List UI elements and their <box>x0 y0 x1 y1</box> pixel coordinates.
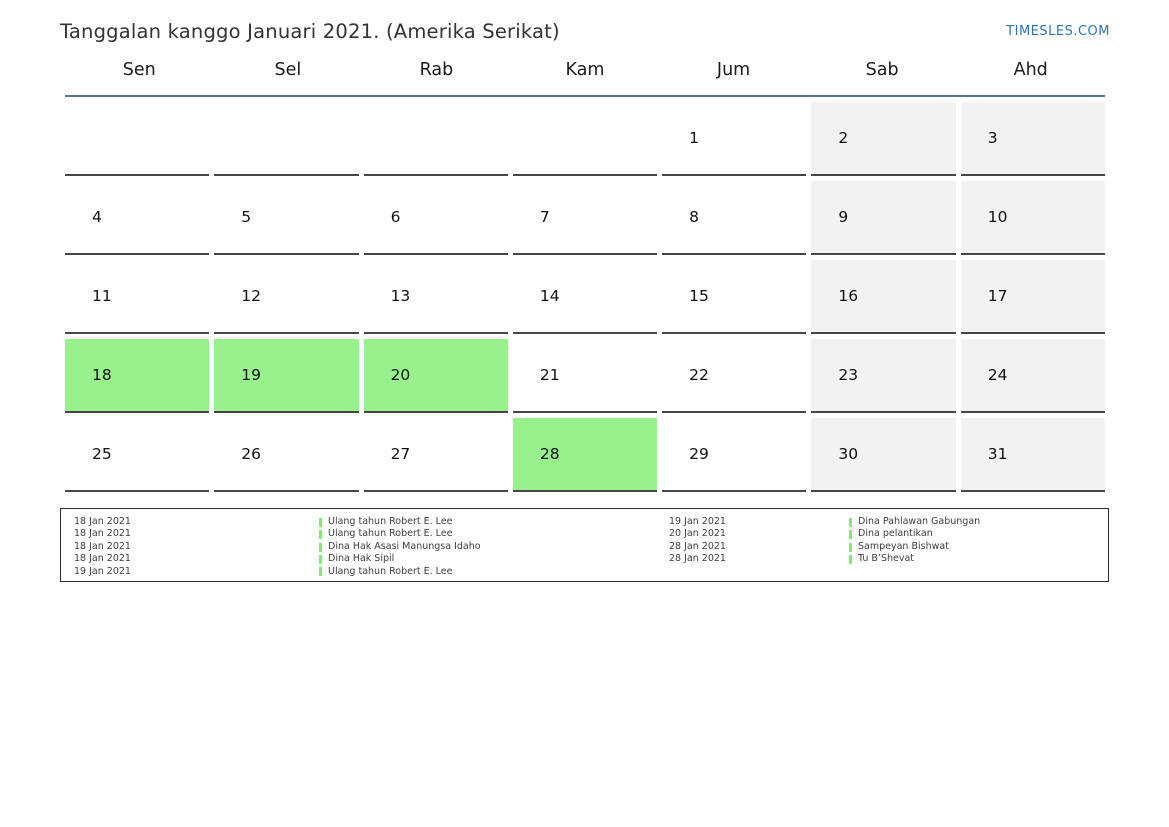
legend-left-column: 18 Jan 2021 Ulang tahun Robert E. Lee 18… <box>74 516 669 578</box>
day-cell-22: 22 <box>662 339 807 413</box>
weekday-sen: Sen <box>122 60 156 80</box>
empty-cell <box>65 102 210 176</box>
event-label-wrap: Tu B’Shevat <box>849 553 914 565</box>
legend-entry: 18 Jan 2021 Dina Hak Sipil <box>74 553 669 565</box>
day-cell-13: 13 <box>363 260 508 334</box>
event-marker-icon <box>849 530 852 540</box>
event-marker-icon <box>319 517 322 527</box>
day-cell-8: 8 <box>662 181 807 255</box>
day-cell-2: 2 <box>811 102 956 176</box>
event-date: 28 Jan 2021 <box>669 553 726 565</box>
day-cell-7: 7 <box>512 181 658 255</box>
day-cell-18-highlighted: 18 <box>65 339 210 413</box>
event-date: 20 Jan 2021 <box>669 528 726 540</box>
weekday-sel: Sel <box>274 60 302 80</box>
day-cell-24: 24 <box>960 339 1105 413</box>
site-link[interactable]: TIMESLES.COM <box>1006 24 1110 39</box>
day-cell-26: 26 <box>214 418 359 492</box>
legend-entry: 28 Jan 2021 Tu B’Shevat <box>669 553 1098 565</box>
legend-entry: 28 Jan 2021 Sampeyan Bishwat <box>669 541 1098 553</box>
day-cell-16: 16 <box>811 260 956 334</box>
day-cell-30: 30 <box>811 418 956 492</box>
event-label: Tu B’Shevat <box>858 553 915 565</box>
event-date: 18 Jan 2021 <box>74 528 131 540</box>
event-date: 28 Jan 2021 <box>669 540 726 552</box>
weekday-kam: Kam <box>565 60 605 80</box>
event-label: Dina Hak Sipil <box>328 553 395 565</box>
event-date: 18 Jan 2021 <box>74 553 131 565</box>
legend-entry: 19 Jan 2021 Dina Pahlawan Gabungan <box>669 516 1098 528</box>
day-cell-5: 5 <box>214 181 359 255</box>
event-label: Dina Hak Asasi Manungsa Idaho <box>328 540 481 552</box>
header: Tanggalan kanggo Januari 2021. (Amerika … <box>0 0 1169 43</box>
event-marker-icon <box>849 554 852 564</box>
day-cell-17: 17 <box>960 260 1105 334</box>
event-marker-icon <box>319 567 322 577</box>
weekday-header-row: Sen Sel Rab Kam Jum Sab Ahd <box>65 43 1105 97</box>
event-marker-icon <box>319 542 322 552</box>
day-cell-20-highlighted: 20 <box>363 339 508 413</box>
event-label: Sampeyan Bishwat <box>858 540 949 552</box>
day-cell-31: 31 <box>960 418 1105 492</box>
day-cell-23: 23 <box>811 339 956 413</box>
event-label-wrap: Sampeyan Bishwat <box>849 541 949 553</box>
day-cell-25: 25 <box>65 418 210 492</box>
event-label-wrap: Dina Pahlawan Gabungan <box>849 516 980 528</box>
weekday-sab: Sab <box>865 60 899 80</box>
event-date: 18 Jan 2021 <box>74 516 131 527</box>
event-label-wrap: Dina pelantikan <box>849 528 933 540</box>
day-cell-12: 12 <box>214 260 359 334</box>
event-date: 19 Jan 2021 <box>74 565 131 577</box>
event-label-wrap: Ulang tahun Robert E. Lee <box>319 516 452 528</box>
day-grid: 1 2 3 4 5 6 7 8 9 10 11 12 13 14 15 16 1… <box>65 102 1105 492</box>
event-label-wrap: Ulang tahun Robert E. Lee <box>319 528 452 540</box>
legend-entry: 19 Jan 2021 Ulang tahun Robert E. Lee <box>74 566 669 578</box>
day-cell-6: 6 <box>363 181 508 255</box>
event-label-wrap: Ulang tahun Robert E. Lee <box>319 566 452 578</box>
weekday-ahd: Ahd <box>1013 60 1048 80</box>
day-cell-3: 3 <box>960 102 1105 176</box>
empty-cell <box>214 102 359 176</box>
day-cell-9: 9 <box>811 181 956 255</box>
legend-entry: 20 Jan 2021 Dina pelantikan <box>669 528 1098 540</box>
legend-entry: 18 Jan 2021 Ulang tahun Robert E. Lee <box>74 516 669 528</box>
event-date: 18 Jan 2021 <box>74 540 131 552</box>
event-label: Dina Pahlawan Gabungan <box>858 516 981 527</box>
event-label: Dina pelantikan <box>858 528 933 540</box>
legend-entry: 18 Jan 2021 Ulang tahun Robert E. Lee <box>74 528 669 540</box>
day-cell-28-highlighted: 28 <box>512 418 658 492</box>
day-cell-19-highlighted: 19 <box>214 339 359 413</box>
weekday-rab: Rab <box>419 60 454 80</box>
event-marker-icon <box>319 554 322 564</box>
calendar: Sen Sel Rab Kam Jum Sab Ahd 1 2 3 4 5 6 … <box>65 43 1105 492</box>
event-label: Ulang tahun Robert E. Lee <box>328 516 453 527</box>
day-cell-29: 29 <box>662 418 807 492</box>
legend-right-column: 19 Jan 2021 Dina Pahlawan Gabungan 20 Ja… <box>669 516 1098 575</box>
weekday-jum: Jum <box>716 60 751 80</box>
day-cell-21: 21 <box>512 339 658 413</box>
event-label: Ulang tahun Robert E. Lee <box>328 565 453 577</box>
event-label-wrap: Dina Hak Asasi Manungsa Idaho <box>319 541 481 553</box>
event-label: Ulang tahun Robert E. Lee <box>328 528 453 540</box>
legend-entry: 18 Jan 2021 Dina Hak Asasi Manungsa Idah… <box>74 541 669 553</box>
empty-cell <box>512 102 658 176</box>
empty-cell <box>363 102 508 176</box>
day-cell-14: 14 <box>512 260 658 334</box>
event-marker-icon <box>319 530 322 540</box>
day-cell-27: 27 <box>363 418 508 492</box>
day-cell-4: 4 <box>65 181 210 255</box>
event-date: 19 Jan 2021 <box>669 516 726 527</box>
day-cell-10: 10 <box>960 181 1105 255</box>
event-marker-icon <box>849 517 852 527</box>
day-cell-15: 15 <box>662 260 807 334</box>
events-legend-box: 18 Jan 2021 Ulang tahun Robert E. Lee 18… <box>60 508 1109 582</box>
day-cell-1: 1 <box>662 102 807 176</box>
event-label-wrap: Dina Hak Sipil <box>319 553 394 565</box>
event-marker-icon <box>849 542 852 552</box>
day-cell-11: 11 <box>65 260 210 334</box>
page-title: Tanggalan kanggo Januari 2021. (Amerika … <box>60 20 560 43</box>
